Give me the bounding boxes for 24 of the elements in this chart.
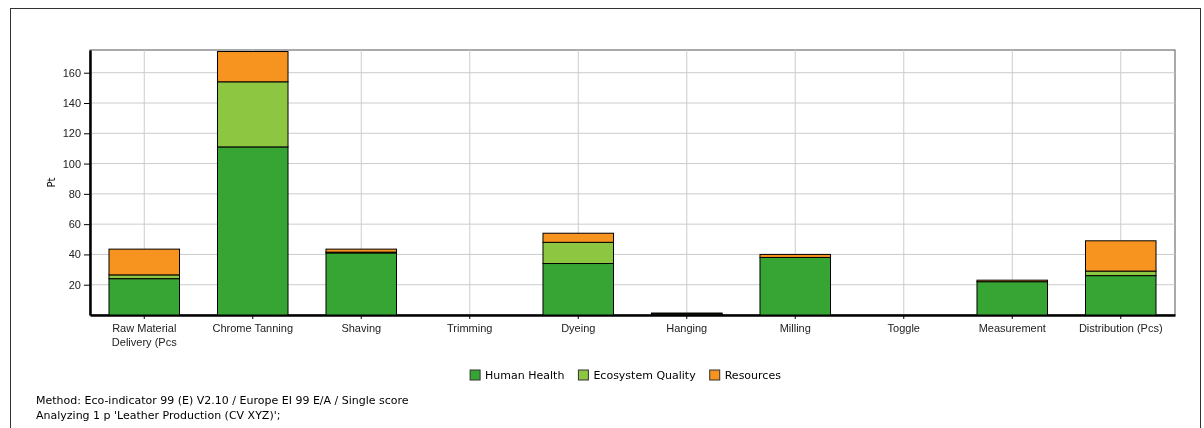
text: Analyzing 1 p 'Leather Production (CV XYZ)'; [36,409,281,422]
x-tick-label: Trimming [447,321,493,334]
y-tick-label: 160 [62,66,81,79]
y-tick-label: 100 [62,157,81,170]
legend-label: Resources [724,369,782,382]
x-tick-label: Toggle [887,321,920,334]
x-tick-label: Dyeing [561,321,596,334]
x-tick-label: Measurement [978,321,1046,334]
x-tick-label: Chrome Tanning [212,321,294,334]
x-tick-label: Hanging [666,321,708,334]
legend-label: Human Health [485,369,565,382]
y-tick-label: 120 [62,127,81,140]
y-tick-label: 80 [68,187,81,200]
x-tick-label: Distribution (Pcs) [1078,321,1163,334]
y-tick-label: 20 [68,278,81,291]
y-tick-label: 140 [62,97,81,110]
x-tick-label: Shaving [341,321,382,334]
x-tick-label: Raw Material Delivery (Pcs [111,321,178,349]
text: Method: Eco-indicator 99 (E) V2.10 / Europe EI 99 E/A / Single score [36,394,409,407]
legend-label: Ecosystem Quality [593,369,697,382]
y-tick-label: 60 [68,218,81,231]
y-tick-label: 40 [68,248,81,261]
y-axis-title: Pt [46,177,57,188]
x-tick-label: Milling [779,321,811,334]
